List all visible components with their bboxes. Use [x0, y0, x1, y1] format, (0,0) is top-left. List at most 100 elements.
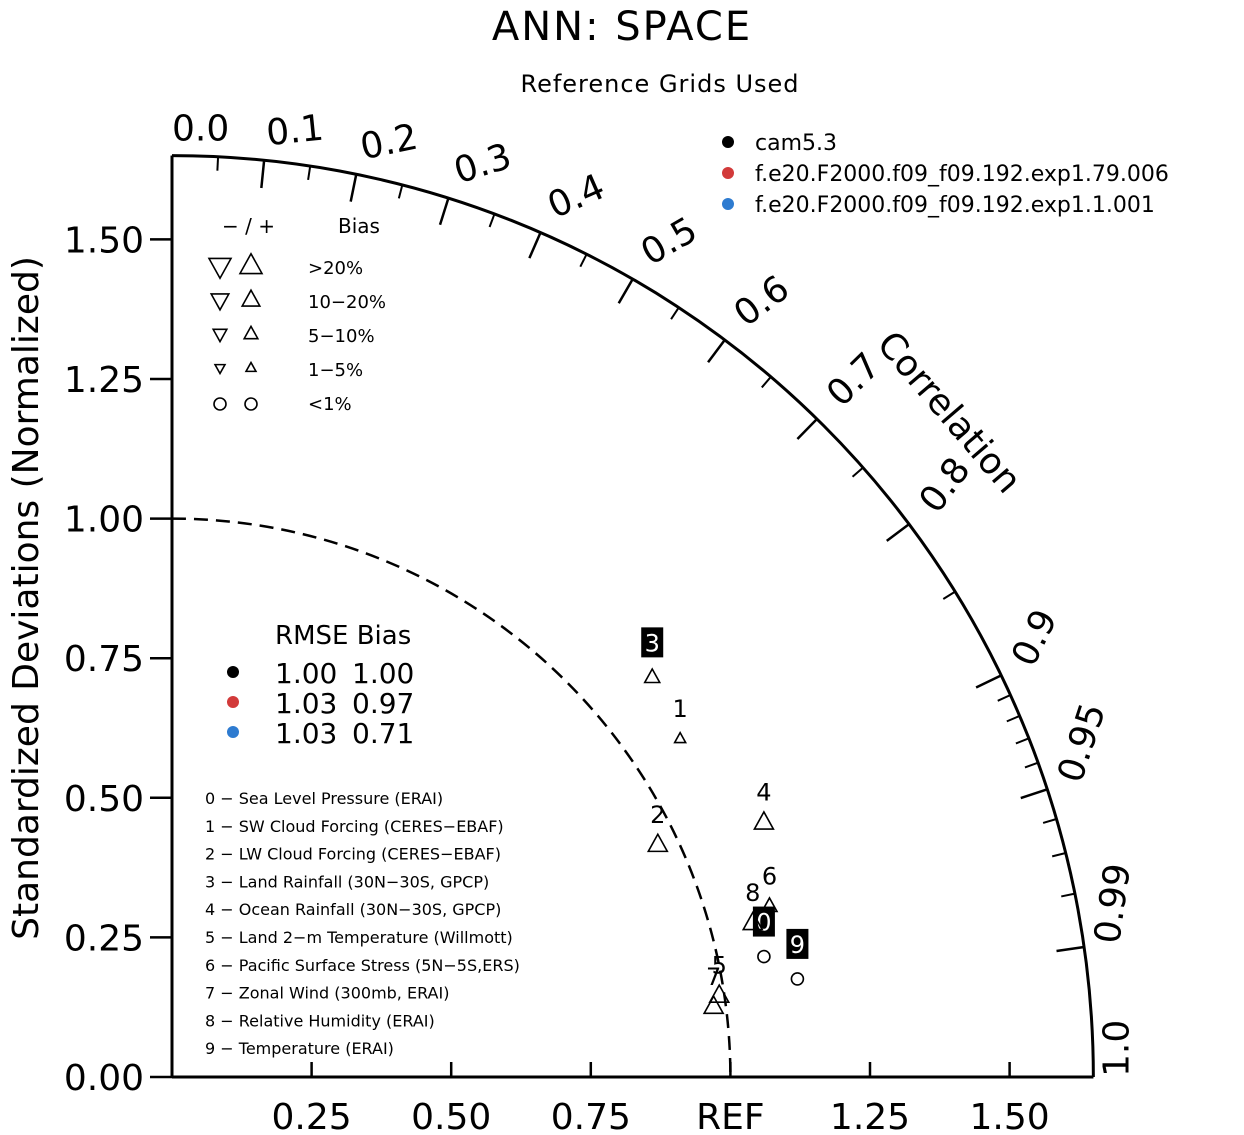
rmse-legend-bias: 0.71 — [352, 717, 414, 750]
corr-tick-label: 0.9 — [1004, 603, 1066, 672]
corr-minor-tick — [1051, 852, 1066, 858]
ref-label: REF — [696, 1097, 764, 1135]
corr-tick-label: 0.3 — [449, 136, 516, 192]
corr-tick-mark — [975, 674, 1002, 689]
rmse-legend-dot — [227, 666, 239, 678]
variable-legend-item: 0 − Sea Level Pressure (ERAI) — [205, 789, 443, 808]
bias-legend-label: <1% — [308, 394, 352, 415]
data-point-marker — [702, 994, 725, 1015]
rmse-legend-rmse: 1.03 — [275, 687, 337, 720]
data-point-label: 3 — [645, 629, 660, 657]
x-tick-label: 0.75 — [551, 1097, 631, 1135]
variable-legend-item: 5 − Land 2−m Temperature (Willmott) — [205, 928, 513, 947]
corr-tick-mark — [438, 197, 450, 226]
data-point-marker — [757, 949, 771, 964]
outer-std-arc — [171, 154, 1095, 1078]
corr-minor-tick — [761, 376, 772, 389]
corr-minor-tick — [1042, 818, 1057, 824]
bias-legend-label: 1−5% — [308, 360, 363, 381]
bias-legend-label: 5−10% — [308, 326, 375, 347]
corr-minor-tick — [942, 590, 956, 600]
bias-legend-label: 10−20% — [308, 292, 386, 313]
x-tick-label: 1.25 — [830, 1097, 910, 1135]
corr-tick-label: 0.0 — [172, 109, 229, 150]
rmse-legend-header: RMSE Bias — [275, 621, 411, 651]
data-point-label: 9 — [790, 931, 805, 959]
corr-minor-tick — [670, 306, 680, 320]
rmse-legend-dot — [227, 696, 239, 708]
data-point-label-box — [786, 928, 809, 959]
y-tick-label: 0.00 — [64, 1058, 144, 1099]
rmse-legend-dot — [227, 726, 239, 738]
bias-legend-header: Bias — [338, 214, 380, 238]
corr-minor-tick — [216, 156, 220, 171]
rmse-legend-rmse: 1.00 — [275, 657, 337, 690]
corr-tick-label: 0.6 — [727, 268, 797, 335]
corr-minor-tick — [488, 213, 496, 228]
data-point-label: 7 — [706, 963, 721, 991]
data-point-label-box — [641, 627, 664, 658]
bias-legend-down-triangle — [213, 363, 227, 376]
corr-tick-mark — [1020, 788, 1048, 800]
bias-legend-sign: − / + — [222, 214, 275, 238]
corr-tick-label: 0.4 — [542, 166, 611, 226]
corr-tick-mark — [886, 523, 910, 542]
data-point-marker — [673, 731, 688, 744]
series-legend-dot — [722, 167, 734, 179]
corr-tick-label: 0.95 — [1050, 698, 1114, 787]
y-tick-label: 0.25 — [64, 918, 144, 959]
bias-legend-up-triangle — [242, 324, 260, 340]
bias-legend-down-triangle — [207, 257, 233, 280]
corr-minor-tick — [851, 466, 864, 478]
variable-legend-item: 3 − Land Rainfall (30N−30S, GPCP) — [205, 872, 489, 891]
bias-legend-circle — [213, 397, 227, 411]
variable-legend-item: 2 − LW Cloud Forcing (CERES−EBAF) — [205, 845, 501, 864]
y-axis-title: Standardized Deviations (Normalized) — [6, 256, 47, 940]
bias-legend-label: >20% — [308, 258, 363, 279]
data-point-marker — [753, 810, 775, 830]
variable-legend-item: 1 − SW Cloud Forcing (CERES−EBAF) — [205, 817, 504, 836]
y-tick-label: 1.00 — [64, 500, 144, 541]
x-tick-label: 0.50 — [411, 1097, 491, 1135]
rmse-legend-rmse: 1.03 — [275, 717, 337, 750]
corr-minor-tick — [397, 184, 404, 199]
corr-tick-mark — [707, 339, 726, 363]
data-point-label: 5 — [712, 952, 727, 980]
chart-title: ANN: SPACE — [491, 4, 753, 50]
rmse-legend-bias: 0.97 — [352, 687, 414, 720]
corr-minor-tick — [307, 165, 312, 181]
bias-legend-up-triangle — [240, 288, 262, 307]
variable-legend-item: 4 − Ocean Rainfall (30N−30S, GPCP) — [205, 900, 501, 919]
bias-legend-down-triangle — [211, 328, 229, 344]
y-tick-label: 0.50 — [64, 779, 144, 820]
bias-legend-up-triangle — [244, 360, 258, 373]
data-point-marker — [790, 972, 805, 986]
corr-tick-mark — [1056, 945, 1085, 953]
corr-tick-label: 1.0 — [1096, 1020, 1137, 1077]
series-legend-label: f.e20.F2000.f09_f09.192.exp1.79.006 — [755, 162, 1169, 187]
corr-tick-label: 0.2 — [357, 117, 421, 169]
corr-tick-label: 0.1 — [264, 108, 325, 155]
data-point-label: 4 — [756, 779, 771, 807]
rmse-legend-bias: 1.00 — [352, 657, 414, 690]
data-point-marker — [643, 667, 662, 684]
series-legend-label: cam5.3 — [755, 131, 837, 156]
corr-tick-mark — [617, 278, 634, 304]
variable-legend-item: 6 − Pacific Surface Stress (5N−5S,ERS) — [205, 956, 520, 975]
data-point-label: 6 — [762, 862, 777, 890]
data-point-label: 1 — [673, 695, 688, 723]
variable-legend-item: 9 − Temperature (ERAI) — [205, 1039, 394, 1058]
corr-minor-tick — [997, 694, 1011, 702]
x-tick-label: 1.50 — [970, 1097, 1050, 1135]
corr-tick-mark — [528, 232, 542, 259]
y-tick-label: 1.50 — [64, 220, 144, 261]
corr-tick-mark — [260, 160, 266, 189]
y-tick-label: 0.75 — [64, 639, 144, 680]
data-point-marker — [760, 896, 779, 913]
data-point-label: 8 — [745, 879, 760, 907]
corr-tick-mark — [349, 174, 358, 202]
series-legend-dot — [722, 136, 734, 148]
corr-tick-label: 0.5 — [634, 210, 704, 274]
y-tick-label: 1.25 — [64, 360, 144, 401]
